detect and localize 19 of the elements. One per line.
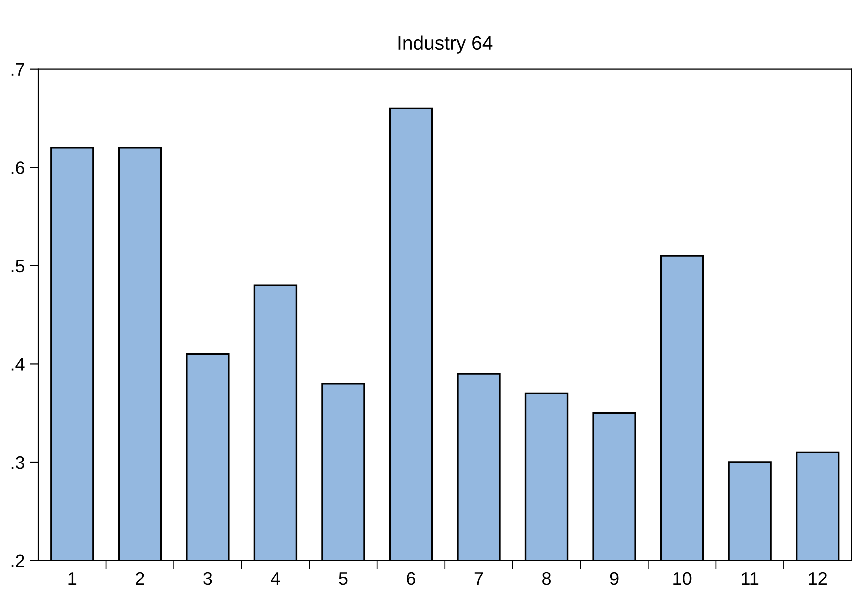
y-tick-label: .3: [12, 456, 25, 470]
y-tick-label: .7: [12, 63, 24, 76]
y-tick-label: .6: [12, 162, 25, 174]
x-tick-label: 8: [542, 572, 552, 586]
y-tick-label: .5: [12, 260, 25, 273]
x-tick-label: 5: [339, 572, 348, 586]
x-tick-label: 11: [742, 572, 759, 585]
x-tick-label: 4: [271, 572, 280, 585]
x-tick-label: 7: [474, 572, 484, 585]
chart-title: Industry 64: [398, 36, 493, 54]
x-tick-label: 10: [674, 572, 692, 586]
y-tick-label: .2: [12, 554, 24, 568]
y-tick-label: .4: [12, 358, 25, 371]
x-tick-label: 1: [68, 572, 77, 585]
x-tick-label: 12: [809, 572, 827, 585]
x-tick-label: 6: [407, 572, 416, 586]
x-tick-label: 9: [610, 572, 619, 586]
x-tick-label: 2: [136, 572, 144, 585]
x-tick-label: 3: [204, 572, 212, 586]
